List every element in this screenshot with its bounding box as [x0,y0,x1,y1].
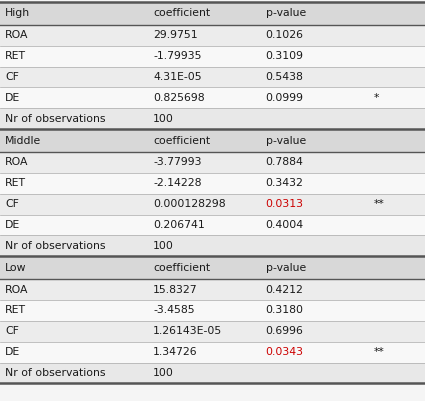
Text: -3.77993: -3.77993 [153,158,201,167]
Text: -3.4585: -3.4585 [153,306,195,315]
Text: Nr of observations: Nr of observations [5,114,105,124]
Text: 100: 100 [153,241,174,251]
Text: 0.825698: 0.825698 [153,93,204,103]
Text: -1.79935: -1.79935 [153,51,201,61]
Bar [0,235,425,256]
Bar [0,321,425,342]
Text: DE: DE [5,347,20,357]
Text: p-value: p-value [266,263,306,273]
Text: CF: CF [5,199,19,209]
Bar [0,129,425,152]
Text: 0.5438: 0.5438 [266,72,303,82]
Text: coefficient: coefficient [153,8,210,18]
Text: 1.34726: 1.34726 [153,347,198,357]
Text: -2.14228: -2.14228 [153,178,201,188]
Text: Low: Low [5,263,27,273]
Text: ROA: ROA [5,158,28,167]
Text: 0.6996: 0.6996 [266,326,303,336]
Bar [0,108,425,129]
Text: CF: CF [5,72,19,82]
Text: 0.7884: 0.7884 [266,158,303,167]
Bar [0,2,425,25]
Text: *: * [374,93,380,103]
Text: 4.31E-05: 4.31E-05 [153,72,201,82]
Bar [0,173,425,194]
Text: Nr of observations: Nr of observations [5,241,105,251]
Text: Nr of observations: Nr of observations [5,368,105,378]
Bar [0,363,425,383]
Text: **: ** [374,347,385,357]
Text: 1.26143E-05: 1.26143E-05 [153,326,222,336]
Text: RET: RET [5,51,26,61]
Text: DE: DE [5,93,20,103]
Text: RET: RET [5,306,26,315]
Bar [0,87,425,108]
Text: 0.0343: 0.0343 [266,347,303,357]
Text: p-value: p-value [266,8,306,18]
Text: RET: RET [5,178,26,188]
Text: 0.3432: 0.3432 [266,178,303,188]
Text: 0.000128298: 0.000128298 [153,199,226,209]
Bar [0,342,425,363]
Text: 0.4212: 0.4212 [266,285,303,294]
Text: 0.3180: 0.3180 [266,306,303,315]
Text: **: ** [374,199,385,209]
Text: CF: CF [5,326,19,336]
Text: 0.1026: 0.1026 [266,30,303,40]
Text: coefficient: coefficient [153,136,210,146]
Text: coefficient: coefficient [153,263,210,273]
Text: 0.0313: 0.0313 [266,199,303,209]
Text: 0.0999: 0.0999 [266,93,303,103]
Text: p-value: p-value [266,136,306,146]
Bar [0,279,425,300]
Text: 0.4004: 0.4004 [266,220,304,230]
Text: 0.3109: 0.3109 [266,51,303,61]
Bar [0,152,425,173]
Bar [0,67,425,87]
Bar [0,300,425,321]
Text: ROA: ROA [5,30,28,40]
Text: High: High [5,8,30,18]
Text: 100: 100 [153,114,174,124]
Text: 0.206741: 0.206741 [153,220,205,230]
Bar [0,46,425,67]
Text: DE: DE [5,220,20,230]
Bar [0,256,425,279]
Text: ROA: ROA [5,285,28,294]
Text: Middle: Middle [5,136,41,146]
Bar [0,194,425,215]
Bar [0,25,425,46]
Text: 15.8327: 15.8327 [153,285,198,294]
Bar [0,215,425,235]
Text: 100: 100 [153,368,174,378]
Text: 29.9751: 29.9751 [153,30,198,40]
